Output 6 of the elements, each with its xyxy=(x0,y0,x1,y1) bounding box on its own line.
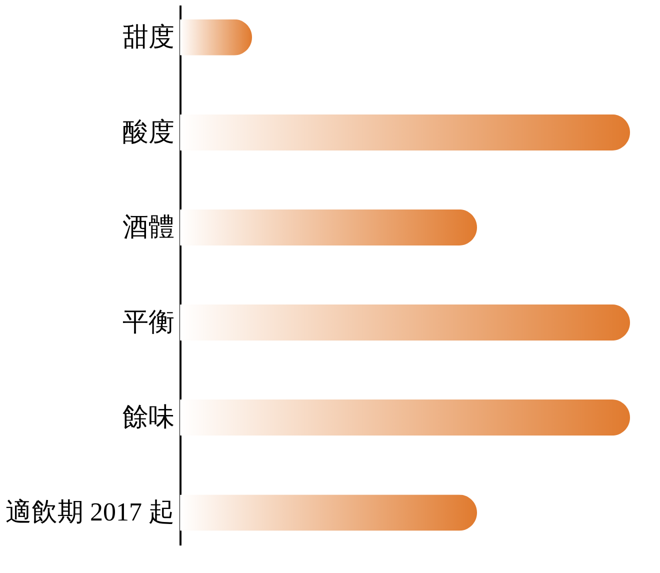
y-tick-label: 酸度 xyxy=(122,117,174,146)
y-tick-label: 酒體 xyxy=(122,212,174,242)
y-tick-label: 甜度 xyxy=(122,22,174,52)
y-tick-label: 餘味 xyxy=(122,402,174,432)
y-tick-label: 平衡 xyxy=(122,308,174,337)
y-tick-label: 適飲期 2017 起 xyxy=(6,498,174,527)
